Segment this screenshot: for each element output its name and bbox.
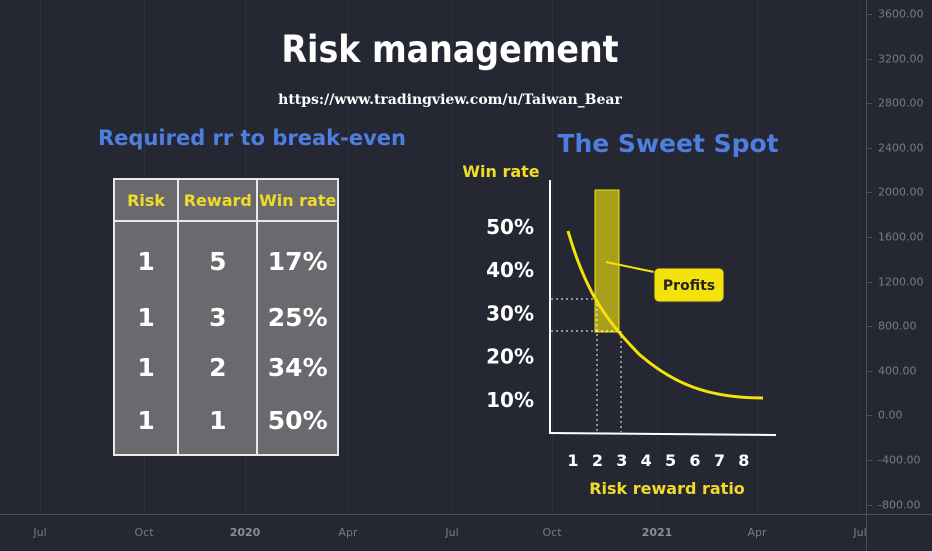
price-tick-label: 1200.00	[878, 275, 924, 289]
price-tick-mark	[867, 103, 872, 105]
callout-pointer	[605, 261, 655, 273]
y-tick-label: 40%	[486, 258, 534, 282]
cell-risk: 1	[112, 342, 180, 392]
price-tick-label: 1600.00	[878, 230, 924, 244]
profits-label: Profits	[663, 278, 715, 294]
price-tick-mark	[867, 415, 872, 417]
price-tick-mark	[867, 58, 872, 60]
cell-risk: 1	[112, 392, 180, 456]
time-tick-label: Oct	[134, 526, 154, 539]
image-title: Risk management	[281, 28, 619, 71]
time-axis[interactable]: Jul Oct 2020 Apr Jul Oct 2021 Apr Jul	[0, 514, 867, 551]
time-tick-label: 2021	[641, 526, 673, 539]
price-tick-mark	[867, 326, 872, 328]
grid-line	[348, 0, 349, 514]
cell-win-rate: 25%	[256, 292, 339, 342]
grid-line	[452, 0, 453, 514]
price-tick-label: 3200.00	[878, 52, 924, 66]
x-tick-label: 8	[738, 451, 749, 470]
price-axis[interactable]: 3600.00 3200.00 2800.00 2400.00 2000.00 1600.…	[866, 0, 932, 514]
cell-reward: 2	[177, 342, 259, 392]
y-tick-label: 10%	[486, 388, 534, 412]
sweet-spot-title: The Sweet Spot	[557, 129, 778, 158]
cell-reward: 3	[177, 292, 259, 342]
cell-win-rate: 50%	[256, 392, 339, 456]
time-tick-label: Jul	[853, 526, 867, 539]
y-axis-label: Win rate	[462, 162, 539, 181]
grid-line	[40, 0, 41, 514]
grid-line	[860, 0, 861, 514]
time-tick-label: Jul	[445, 526, 459, 539]
y-tick-label: 30%	[486, 301, 534, 325]
profit-zone	[594, 189, 620, 333]
x-axis-line	[548, 432, 777, 436]
price-tick-label: 800.00	[878, 319, 917, 333]
table-subtitle: Required rr to break-even	[98, 126, 406, 150]
price-tick-mark	[867, 237, 872, 238]
time-tick-label: Oct	[542, 526, 562, 539]
x-tick-label: 1	[567, 451, 578, 470]
time-tick-label: Jul	[33, 526, 47, 539]
cell-win-rate: 17%	[256, 221, 339, 292]
price-tick-label: 400.00	[878, 364, 917, 378]
cell-risk: 1	[112, 292, 180, 342]
table-row: 1 2 34%	[112, 342, 339, 392]
cell-risk: 1	[112, 221, 180, 292]
price-tick-mark	[867, 192, 872, 194]
table-row: 1 3 25%	[112, 292, 339, 342]
x-axis-label: Risk reward ratio	[589, 479, 745, 498]
price-tick-mark	[867, 460, 872, 461]
price-tick-label: 2000.00	[878, 185, 924, 199]
header-reward: Reward	[177, 178, 259, 222]
time-tick-label: 2020	[229, 526, 261, 539]
axis-corner	[866, 514, 932, 551]
header-win-rate: Win rate	[256, 178, 339, 222]
price-tick-mark	[867, 281, 872, 283]
cell-reward: 1	[177, 392, 259, 456]
table-header-row: Risk Reward Win rate	[112, 178, 339, 222]
x-tick-label: 4	[641, 451, 652, 470]
price-tick-mark	[867, 504, 872, 506]
price-tick-label: 0.00	[878, 408, 903, 422]
profits-callout	[653, 267, 725, 303]
grid-line	[657, 0, 658, 514]
price-tick-label: 2800.00	[878, 96, 924, 110]
price-tick-mark	[867, 370, 872, 372]
time-tick-label: Apr	[747, 526, 767, 539]
table-row: 1 5 17%	[112, 221, 339, 292]
sweet-spot-chart: The Sweet Spot Win rate Risk reward rati…	[462, 129, 778, 498]
breakeven-table: Risk Reward Win rate 1 5 17% 1 3 25% 1 2…	[112, 178, 339, 456]
y-tick-label: 50%	[486, 215, 534, 239]
x-tick-label: 3	[616, 451, 627, 470]
price-tick-label: 3600.00	[878, 7, 924, 21]
author-url: https://www.tradingview.com/u/Taiwan_Bea…	[278, 92, 622, 108]
cell-win-rate: 34%	[256, 342, 339, 392]
x-tick-label: 2	[592, 451, 603, 470]
y-tick-label: 20%	[486, 345, 534, 369]
time-tick-label: Apr	[338, 526, 358, 539]
cell-reward: 5	[177, 221, 259, 292]
table-row: 1 1 50%	[112, 392, 339, 456]
x-tick-label: 5	[665, 451, 676, 470]
price-tick-label: -800.00	[878, 498, 921, 512]
x-tick-label: 6	[689, 451, 700, 470]
x-tick-label: 7	[714, 451, 725, 470]
price-tick-label: -400.00	[878, 453, 921, 467]
price-tick-mark	[867, 147, 872, 149]
header-risk: Risk	[112, 178, 180, 222]
price-tick-mark	[867, 14, 872, 15]
grid-line	[552, 0, 553, 514]
price-tick-label: 2400.00	[878, 141, 924, 155]
breakeven-curve	[566, 230, 764, 400]
grid-line	[757, 0, 758, 514]
